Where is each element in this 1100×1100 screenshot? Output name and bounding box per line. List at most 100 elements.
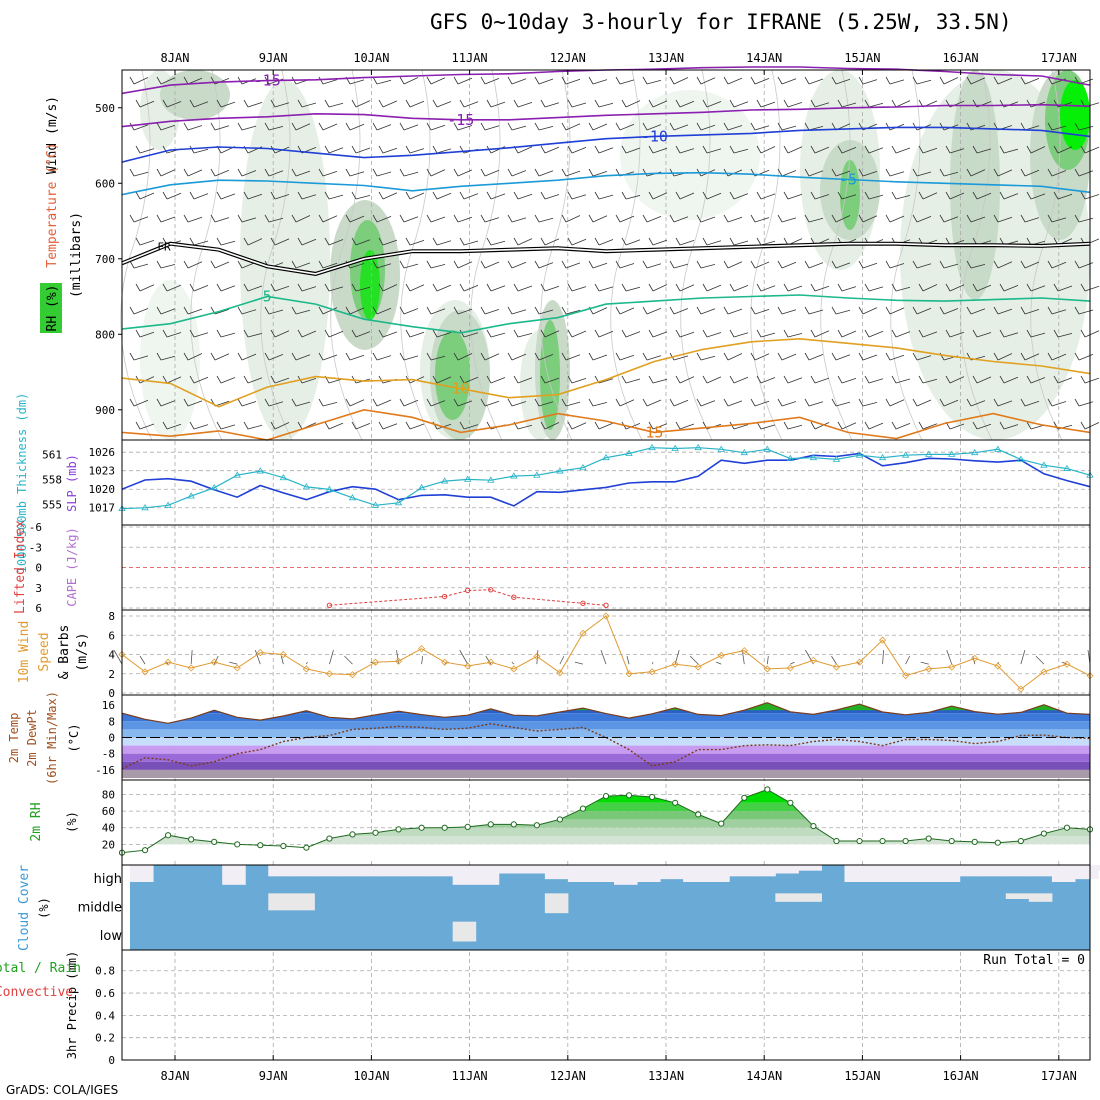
cloud-clear-block bbox=[982, 865, 1007, 877]
upper-wind-barb bbox=[156, 260, 176, 269]
upper-wind-barb bbox=[567, 237, 587, 246]
rh-point bbox=[787, 799, 794, 806]
upper-wind-barb bbox=[540, 329, 560, 338]
upper-wind-barb bbox=[912, 306, 932, 315]
upper-wind-barb bbox=[864, 145, 884, 154]
upper-wind-barb bbox=[513, 237, 533, 246]
thickness-point bbox=[533, 471, 541, 478]
thickness-point bbox=[579, 463, 587, 471]
upper-wind-barb bbox=[135, 329, 155, 338]
upper-wind-barb bbox=[615, 306, 635, 315]
upper-wind-barb bbox=[540, 99, 560, 108]
thickness-point bbox=[279, 473, 288, 481]
cloud-clear-block bbox=[890, 865, 915, 882]
thickness-point bbox=[510, 472, 518, 479]
temp-line bbox=[121, 702, 1091, 724]
thickness-point bbox=[1040, 461, 1048, 468]
dewpoint-line bbox=[121, 722, 1091, 770]
upper-wind-barb bbox=[216, 375, 236, 384]
rh-point bbox=[188, 836, 195, 843]
upper-wind-barb bbox=[480, 122, 500, 131]
upper-wind-barb bbox=[237, 398, 257, 407]
surface-wind-barb bbox=[689, 655, 699, 665]
precip-tick-label: 0.4 bbox=[95, 1009, 115, 1022]
upper-wind-barb bbox=[885, 306, 905, 315]
upper-wind-barb bbox=[729, 375, 749, 384]
upper-wind-barb bbox=[135, 99, 155, 108]
upper-wind-barb bbox=[831, 76, 851, 85]
upper-wind-barb bbox=[615, 398, 635, 407]
rh-point bbox=[326, 835, 333, 842]
upper-wind-barb bbox=[750, 306, 770, 315]
thickness-point bbox=[602, 453, 610, 461]
surface-wind-barb bbox=[920, 661, 929, 665]
upper-wind-barb bbox=[621, 375, 641, 384]
upper-wind-barb bbox=[1080, 329, 1100, 338]
upper-wind-barb bbox=[669, 214, 689, 223]
upper-wind-barb bbox=[237, 168, 257, 177]
upper-wind-barb bbox=[1047, 168, 1067, 177]
day-label-top: 12JAN bbox=[550, 51, 586, 65]
cloud-clear-block bbox=[1028, 865, 1053, 877]
upper-wind-barb bbox=[783, 145, 803, 154]
upper-wind-barb bbox=[270, 329, 290, 338]
upper-wind-barb bbox=[702, 237, 722, 246]
surface-wind-barb bbox=[254, 649, 261, 665]
lifted-index-point bbox=[326, 602, 333, 608]
upper-wind-barb bbox=[210, 352, 230, 361]
upper-wind-barb bbox=[183, 260, 203, 269]
upper-wind-barb bbox=[567, 283, 587, 292]
upper-wind-barb bbox=[216, 283, 236, 292]
upper-wind-barb bbox=[264, 398, 284, 407]
upper-wind-barb bbox=[210, 260, 230, 269]
rh-contour bbox=[120, 69, 153, 441]
surface-wind-barb bbox=[190, 650, 193, 665]
upper-wind-barb bbox=[750, 76, 770, 85]
upper-wind-barb bbox=[918, 421, 938, 430]
upper-wind-barb bbox=[459, 329, 479, 338]
upper-wind-barb bbox=[135, 283, 155, 292]
upper-wind-barb bbox=[783, 329, 803, 338]
upper-wind-barb bbox=[594, 329, 614, 338]
rh-band bbox=[122, 844, 1090, 861]
rh-point bbox=[303, 844, 310, 851]
wind-speed-point bbox=[187, 664, 195, 672]
temp-tick-label: 0 bbox=[108, 732, 115, 745]
rh-point bbox=[764, 786, 771, 793]
surface-wind-barb bbox=[651, 661, 654, 665]
thickness-point bbox=[671, 444, 679, 451]
upper-wind-barb bbox=[891, 329, 911, 338]
upper-wind-barb bbox=[858, 398, 878, 407]
rh-legend-swatch bbox=[40, 283, 62, 333]
temp2m-axis-label: (6hr Min/Max) bbox=[45, 691, 59, 785]
upper-wind-barb bbox=[696, 398, 716, 407]
upper-wind-barb bbox=[243, 421, 263, 430]
thickness-tick-label: 561 bbox=[42, 448, 62, 461]
wind-speed-point bbox=[1063, 660, 1071, 668]
cape-axis-label: CAPE (J/kg) bbox=[65, 527, 79, 606]
upper-wind-barb bbox=[372, 352, 392, 361]
upper-wind-barb bbox=[237, 214, 257, 223]
rh-point bbox=[902, 837, 909, 845]
day-label-bottom: 8JAN bbox=[161, 1069, 190, 1083]
cloud-clear-block bbox=[452, 921, 477, 942]
upper-wind-barb bbox=[156, 214, 176, 223]
upper-wind-barb bbox=[594, 191, 614, 200]
upper-wind-barb bbox=[129, 352, 149, 361]
temp-band bbox=[122, 702, 1090, 714]
upper-wind-barb bbox=[453, 352, 473, 361]
upper-wind-barb bbox=[453, 168, 473, 177]
cloud-level-label: middle bbox=[78, 901, 122, 916]
upper-wind-barb bbox=[399, 306, 419, 315]
wind-speed-point bbox=[141, 668, 149, 676]
surface-wind-barb bbox=[905, 655, 910, 665]
upper-wind-barb bbox=[324, 283, 344, 292]
upper-wind-barb bbox=[648, 421, 668, 430]
upper-wind-barb bbox=[723, 352, 743, 361]
upper-wind-barb bbox=[459, 99, 479, 108]
upper-wind-barb bbox=[291, 260, 311, 269]
rh-shade bbox=[435, 330, 470, 420]
upper-wind-barb bbox=[804, 306, 824, 315]
upper-wind-barb bbox=[453, 76, 473, 85]
upper-wind-barb bbox=[534, 352, 554, 361]
